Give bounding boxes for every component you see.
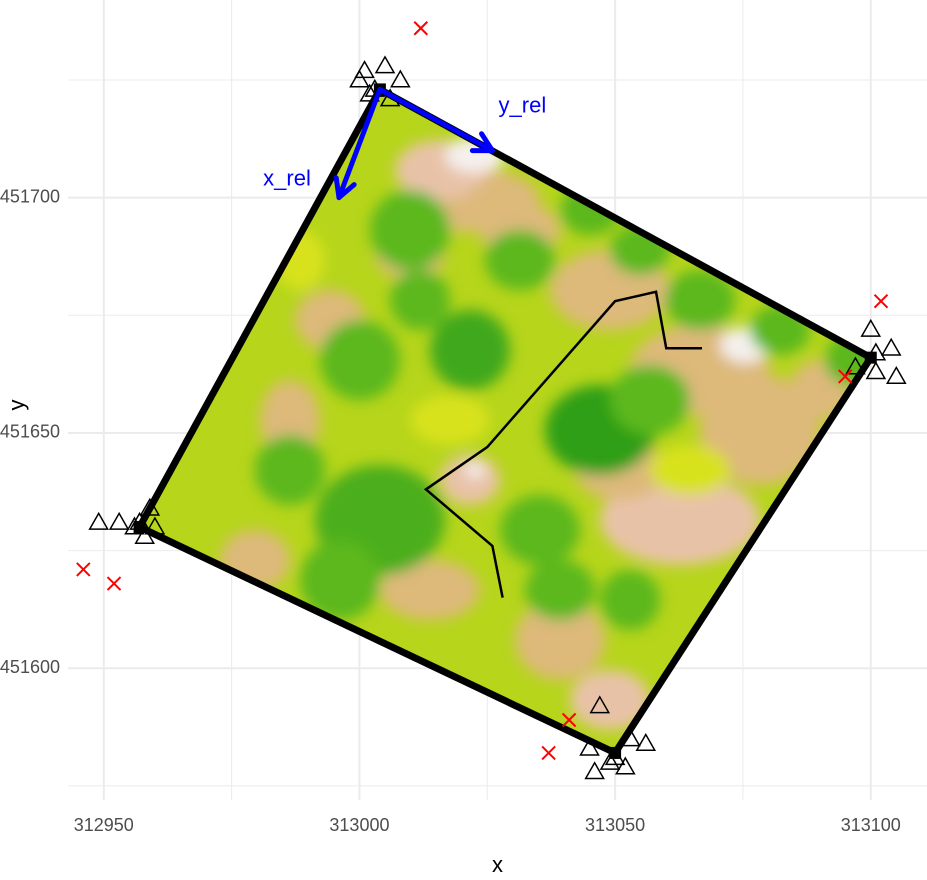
cross-point-0 bbox=[413, 21, 429, 36]
x_rel-arrow-head bbox=[333, 175, 357, 201]
triangle-point-13 bbox=[88, 511, 109, 530]
raster-patch-7 bbox=[700, 375, 820, 485]
x-tick-label-3: 313100 bbox=[841, 815, 901, 835]
x-tick-label-0: 312950 bbox=[74, 815, 134, 835]
y-axis-title: y bbox=[4, 400, 29, 411]
raster-patch-19 bbox=[465, 462, 485, 478]
raster-patch-28 bbox=[300, 540, 380, 620]
triangle-point-22 bbox=[635, 733, 657, 752]
raster-patch-35 bbox=[750, 305, 810, 355]
triangle-point-9 bbox=[865, 342, 887, 361]
triangle-point-1 bbox=[374, 55, 396, 74]
raster-patch-34 bbox=[665, 270, 735, 330]
raster-patch-8 bbox=[600, 475, 760, 565]
triangle-point-10 bbox=[845, 356, 866, 375]
triangle-point-26 bbox=[584, 761, 605, 780]
raster-patch-24 bbox=[430, 310, 510, 390]
raster-patch-30 bbox=[610, 365, 690, 435]
y-tick-label-0: 451600 bbox=[0, 657, 60, 677]
cross-point-1 bbox=[873, 293, 889, 309]
canopy-raster bbox=[139, 89, 871, 753]
triangle-point-18 bbox=[144, 516, 166, 535]
raster-patch-31 bbox=[500, 495, 580, 565]
raster-patch-23 bbox=[320, 320, 400, 400]
triangle-point-0 bbox=[354, 60, 375, 79]
raster-patch-32 bbox=[525, 560, 595, 620]
triangle-point-23 bbox=[579, 737, 600, 756]
raster-patch-11 bbox=[570, 670, 650, 730]
raster-patch-21 bbox=[485, 230, 555, 290]
triangle-point-7 bbox=[860, 318, 882, 337]
tick-labels: 312950 313000 313050 313100 451600 451650 4517… bbox=[0, 186, 901, 834]
triangle-point-17 bbox=[124, 516, 145, 535]
cross-point-4 bbox=[106, 576, 122, 591]
x-axis-title: x bbox=[492, 852, 503, 877]
raster-patch-38 bbox=[410, 395, 490, 445]
y-tick-label-1: 451650 bbox=[0, 422, 60, 442]
corner-marker-1 bbox=[864, 351, 877, 364]
y-tick-label-2: 451700 bbox=[0, 186, 60, 206]
cross-point-3 bbox=[76, 562, 91, 577]
direction-arrows: x_rel y_rel bbox=[263, 86, 547, 201]
cross-point-5 bbox=[561, 712, 577, 728]
y_rel-arrow-shaft bbox=[377, 86, 495, 154]
triangle-point-27 bbox=[604, 747, 626, 766]
x_rel-arrow-shaft bbox=[336, 86, 383, 201]
x-tick-label-1: 313000 bbox=[329, 815, 389, 835]
raster-patch-26 bbox=[255, 435, 325, 505]
triangle-point-21 bbox=[620, 728, 641, 747]
y_rel-arrow-head bbox=[469, 131, 495, 154]
raster-patch-20 bbox=[370, 190, 450, 270]
triangle-point-14 bbox=[108, 511, 130, 530]
triangle-point-11 bbox=[865, 361, 887, 380]
triangle-point-25 bbox=[615, 756, 636, 775]
cross-point-2 bbox=[837, 369, 853, 384]
triangle-point-20 bbox=[589, 695, 611, 714]
triangle-point-2 bbox=[349, 69, 370, 88]
raster-patch-14 bbox=[440, 455, 500, 505]
triangle-point-16 bbox=[139, 497, 161, 516]
triangle-point-19 bbox=[134, 525, 155, 544]
raster-patch-12 bbox=[380, 560, 480, 620]
raster-patch-10 bbox=[515, 600, 605, 680]
raster-patch-33 bbox=[600, 570, 660, 630]
cross-point-6 bbox=[541, 745, 556, 761]
x_rel-arrow-label: x_rel bbox=[263, 166, 311, 191]
y_rel-arrow-label: y_rel bbox=[499, 93, 547, 118]
triangle-point-4 bbox=[390, 69, 411, 88]
raster-patch-39 bbox=[650, 445, 730, 495]
triangle-point-15 bbox=[129, 511, 150, 530]
x-tick-label-2: 313050 bbox=[585, 815, 645, 835]
transect-path bbox=[423, 290, 703, 598]
triangle-point-24 bbox=[599, 751, 621, 770]
triangle-point-6 bbox=[359, 83, 380, 102]
transect-line bbox=[423, 290, 703, 598]
triangle-point-8 bbox=[880, 337, 902, 356]
raster-patch-25 bbox=[390, 270, 450, 330]
markers bbox=[76, 21, 907, 780]
triangle-point-12 bbox=[886, 365, 907, 384]
